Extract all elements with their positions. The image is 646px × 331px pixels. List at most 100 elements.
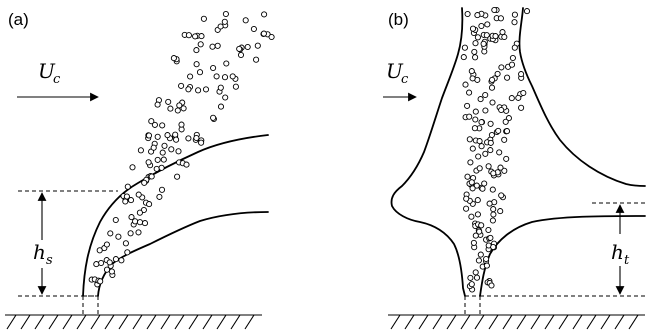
bubble	[498, 106, 505, 114]
bubble	[467, 274, 474, 281]
bubble	[159, 122, 166, 129]
bubble	[195, 87, 202, 94]
panel-a-height-symbol: h	[33, 240, 46, 264]
bubble	[128, 214, 135, 221]
bubble	[476, 165, 483, 172]
bubble	[170, 55, 177, 62]
bubble	[154, 156, 161, 163]
bubble	[122, 198, 129, 205]
bubble	[159, 149, 166, 156]
panel-a-velocity-symbol: U	[38, 59, 56, 83]
bubble	[497, 164, 504, 171]
bubble	[175, 148, 182, 155]
ground-hatch-line	[460, 314, 471, 330]
ground-hatch-line	[404, 314, 415, 330]
bubble	[498, 64, 505, 71]
bubble	[232, 83, 239, 90]
bubble	[466, 113, 473, 120]
bubble	[135, 229, 142, 236]
bubble	[253, 56, 260, 63]
bubble	[222, 94, 229, 101]
bubble	[153, 165, 160, 172]
bubble	[464, 173, 471, 180]
bubble	[174, 173, 181, 180]
bubble	[193, 134, 200, 142]
bubble	[261, 11, 268, 18]
bubble	[187, 73, 194, 80]
panel-a-height-subscript: s	[46, 253, 53, 268]
bubble	[115, 233, 122, 240]
bubble	[511, 19, 518, 26]
ground-hatch-line	[446, 314, 457, 330]
panel-b-velocity-subscript: c	[401, 72, 409, 87]
panel-b-ground-hatch	[390, 314, 639, 330]
bubble	[172, 131, 179, 138]
bubble	[164, 132, 171, 139]
bubble	[472, 269, 479, 276]
bubble	[146, 201, 153, 208]
bubble	[478, 119, 485, 126]
panel-b-velocity: U c	[383, 59, 417, 102]
bubble	[127, 197, 135, 204]
bubble	[501, 136, 508, 143]
bubble	[508, 95, 515, 102]
bubble	[135, 191, 142, 198]
bubble	[108, 268, 115, 275]
bubble	[221, 74, 229, 81]
bubble	[145, 159, 152, 166]
bubble	[482, 91, 489, 99]
ground-hatch-line	[216, 314, 227, 330]
ground-hatch-line	[118, 314, 129, 330]
panel-a-nozzle	[82, 295, 99, 315]
panel-b-plume-left-boundary	[390, 7, 466, 297]
bubble	[518, 104, 525, 111]
bubble	[97, 278, 104, 285]
bubble	[472, 54, 479, 61]
ground-hatch-line	[474, 314, 485, 330]
bubble	[474, 34, 481, 41]
bubble	[464, 10, 471, 18]
bubble	[198, 139, 205, 146]
bubble	[174, 107, 181, 114]
bubble	[476, 138, 483, 145]
bubble	[197, 41, 204, 48]
bubble	[505, 115, 512, 122]
bubble	[103, 241, 110, 248]
panel-a-velocity: U c	[17, 59, 99, 102]
bubble	[472, 116, 479, 123]
bubble	[168, 146, 175, 153]
ground-hatch-line	[6, 314, 17, 330]
bubble	[185, 86, 192, 93]
bubble	[471, 125, 478, 132]
bubble	[490, 243, 497, 251]
bubble	[250, 25, 257, 33]
bubble	[511, 11, 518, 18]
bubble	[122, 240, 129, 247]
bubble	[497, 208, 504, 215]
bubble	[160, 156, 167, 163]
bubble	[492, 33, 499, 40]
bubble	[217, 103, 225, 110]
panel-b-velocity-symbol: U	[386, 59, 404, 83]
bubble	[260, 30, 267, 37]
bubble	[185, 32, 192, 39]
bubble	[488, 131, 495, 139]
bubble	[474, 12, 481, 19]
bubble	[192, 33, 199, 40]
bubble	[472, 40, 479, 47]
bubble	[236, 45, 243, 52]
bubble	[196, 69, 204, 76]
bubble	[167, 105, 174, 112]
bubble	[217, 23, 224, 30]
ground-hatch-line	[586, 314, 597, 330]
bubble	[497, 15, 504, 22]
panel-b-ground	[388, 314, 645, 330]
panel-a-plume-upper-boundary	[82, 134, 269, 297]
bubble	[469, 145, 476, 152]
bubble	[148, 118, 155, 125]
ground-hatch-line	[188, 314, 199, 330]
bubble	[148, 173, 155, 180]
ground-hatch-line	[160, 314, 171, 330]
ground-hatch-line	[628, 314, 639, 330]
bubble	[137, 147, 144, 154]
